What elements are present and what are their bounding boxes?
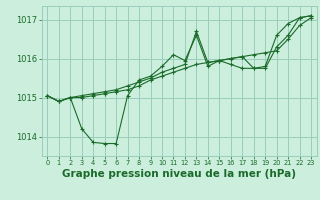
X-axis label: Graphe pression niveau de la mer (hPa): Graphe pression niveau de la mer (hPa): [62, 169, 296, 179]
